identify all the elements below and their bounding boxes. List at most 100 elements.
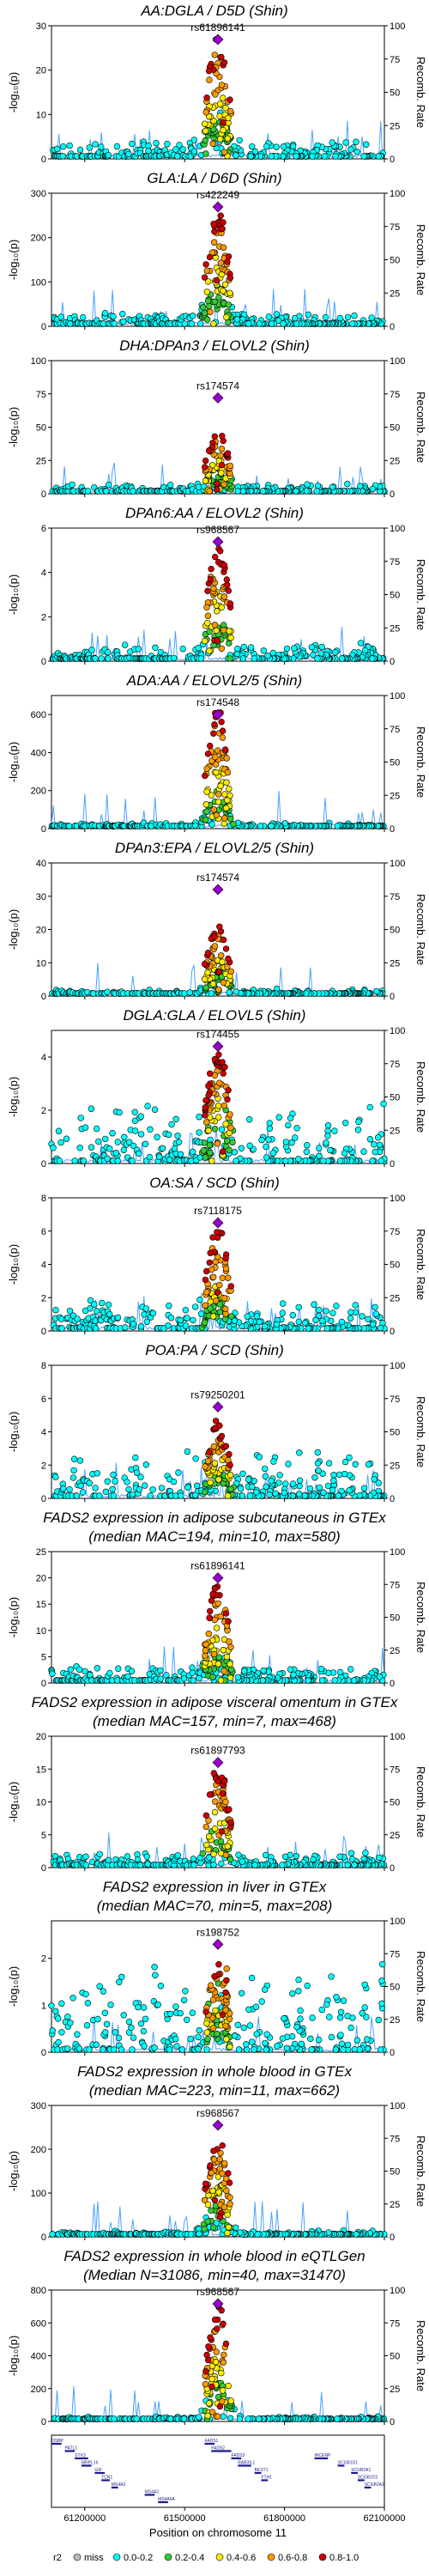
snp-point	[165, 1322, 172, 1329]
y-tick-label: 20	[36, 1732, 46, 1742]
snp-point	[212, 1418, 220, 1425]
y-tick-label: 0	[41, 1679, 46, 1689]
snp-point	[268, 1478, 275, 1485]
snp-point	[112, 1150, 120, 1157]
snp-point	[232, 2032, 239, 2039]
recomb-tick-label: 75	[390, 222, 400, 233]
snp-point	[130, 2034, 137, 2041]
snp-point	[227, 1819, 234, 1826]
recomb-tick-label: 100	[390, 1732, 405, 1742]
snp-point	[219, 2142, 226, 2149]
snp-point	[202, 109, 210, 116]
snp-point	[157, 1675, 165, 1682]
snp-point	[283, 2044, 290, 2052]
recomb-axis-label: Recomb. Rate	[414, 559, 427, 630]
recomb-tick-label: 100	[390, 356, 405, 367]
y-tick-label: 8	[41, 1361, 46, 1371]
snp-point	[206, 1791, 214, 1798]
snp-point	[195, 644, 202, 652]
panel-title: FADS2 expression in whole blood in eQTLG…	[63, 2248, 365, 2264]
recomb-tick-label: 0	[390, 155, 395, 165]
snp-point	[365, 1461, 372, 1468]
snp-point	[224, 769, 232, 776]
y-tick-label: 300	[31, 2101, 46, 2111]
snp-point	[217, 136, 224, 143]
snp-point	[202, 477, 209, 484]
snp-point	[365, 1315, 372, 1323]
snp-point	[207, 742, 214, 750]
snp-point	[244, 1313, 251, 1320]
snp-point	[259, 488, 267, 495]
snp-point	[223, 1138, 231, 1145]
snp-point	[142, 1305, 150, 1312]
snp-point	[272, 1490, 279, 1497]
y-tick-label: 200	[31, 2145, 46, 2155]
snp-point	[202, 1302, 208, 1309]
snp-point	[205, 1631, 213, 1637]
snp-point	[296, 1491, 303, 1498]
snp-point	[124, 1673, 131, 1680]
snp-point	[211, 2196, 219, 2204]
y-tick-label: 20	[36, 1574, 46, 1584]
snp-point	[209, 981, 217, 987]
snp-point	[202, 1463, 208, 1470]
snp-point	[275, 317, 282, 325]
snp-point	[92, 141, 99, 148]
snp-point	[223, 1965, 230, 1972]
snp-point	[336, 314, 344, 322]
snp-point	[130, 488, 136, 495]
snp-point	[227, 1643, 234, 1650]
recomb-tick-label: 75	[390, 55, 400, 65]
snp-point	[207, 1070, 214, 1078]
snp-point	[351, 1677, 358, 1684]
snp-point	[221, 281, 229, 289]
snp-point	[177, 1151, 184, 1158]
snp-point	[274, 2043, 281, 2050]
snp-point	[221, 481, 227, 488]
snp-point	[190, 1862, 197, 1868]
snp-point	[93, 1125, 100, 1133]
snp-point	[260, 647, 267, 654]
snp-point	[341, 1470, 348, 1478]
snp-point	[217, 1838, 225, 1845]
snp-point	[218, 53, 225, 61]
snp-point	[196, 2026, 202, 2034]
snp-point	[219, 2170, 226, 2177]
snp-point	[375, 2016, 382, 2024]
snp-point	[285, 1461, 292, 1467]
snp-point	[266, 1120, 273, 1127]
snp-point	[227, 600, 234, 607]
snp-point	[126, 1139, 133, 1145]
locus-panel-10: FADS2 expression in adipose subcutaneous…	[7, 1510, 427, 1689]
snp-point	[336, 1157, 344, 1164]
snp-point	[369, 1157, 376, 1164]
y-axis-label: -log₁₀(p)	[7, 1966, 20, 2007]
lead-snp-marker	[212, 708, 224, 720]
snp-point	[88, 1144, 95, 1151]
snp-point	[221, 1777, 228, 1785]
snp-point	[105, 481, 112, 489]
snp-point	[167, 482, 174, 489]
snp-point	[202, 1647, 209, 1654]
snp-point	[226, 2015, 233, 2023]
snp-point	[146, 1153, 154, 1161]
snp-point	[202, 817, 209, 823]
snp-point	[186, 989, 193, 996]
snp-point	[205, 1091, 212, 1099]
snp-point	[227, 2194, 233, 2201]
snp-point	[331, 1127, 338, 1134]
snp-point	[354, 1127, 362, 1133]
snp-point	[378, 1978, 385, 1984]
snp-point	[82, 1853, 89, 1860]
snp-point	[223, 313, 230, 321]
snp-point	[335, 1471, 343, 1479]
snp-point	[218, 645, 225, 653]
snp-point	[94, 2015, 101, 2023]
y-axis-label: -log₁₀(p)	[7, 240, 20, 280]
recomb-tick-label: 50	[390, 88, 400, 99]
snp-point	[227, 792, 233, 799]
y-tick-label: 0	[41, 2048, 46, 2058]
y-tick-label: 200	[31, 234, 46, 244]
snp-point	[200, 304, 207, 311]
y-axis-label: -log₁₀(p)	[7, 407, 20, 447]
